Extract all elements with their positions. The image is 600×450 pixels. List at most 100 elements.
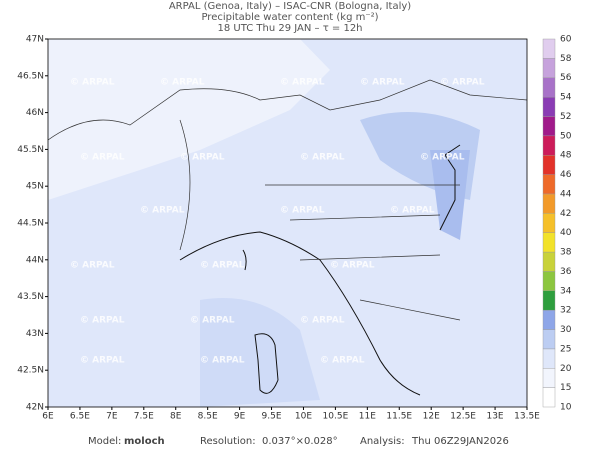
colorbar-segment	[542, 213, 556, 233]
colorbar-segment	[542, 58, 556, 78]
lon-label: 10E	[295, 412, 312, 422]
colorbar-segment	[542, 116, 556, 137]
moist-area	[200, 298, 320, 407]
lat-label: 44N	[26, 255, 44, 265]
colorbar-segment	[542, 271, 556, 291]
watermark: © ARPAL	[190, 316, 235, 326]
colorbar-label: 34	[560, 286, 572, 296]
watermark: © ARPAL	[160, 78, 205, 88]
colorbar-label: 38	[560, 248, 572, 258]
lon-label: 10.5E	[323, 412, 349, 422]
lat-label: 42N	[26, 403, 44, 413]
colorbar-label: 52	[560, 112, 571, 122]
lat-label: 47N	[26, 35, 44, 45]
title-line-3: 18 UTC Thu 29 JAN – τ = 12h	[217, 23, 362, 34]
colorbar-label: 58	[560, 54, 572, 64]
colorbar-label: 46	[560, 170, 572, 180]
watermark: © ARPAL	[80, 316, 125, 326]
lon-label: 7.5E	[134, 412, 154, 422]
footer-model: moloch	[124, 436, 165, 447]
colorbar-segment	[542, 348, 556, 369]
lon-label: 13E	[486, 412, 503, 422]
lon-label: 7E	[106, 412, 118, 422]
lon-label: 8.5E	[198, 412, 218, 422]
watermark: © ARPAL	[80, 356, 125, 366]
watermark: © ARPAL	[300, 316, 345, 326]
lon-label: 9E	[234, 412, 246, 422]
lat-label: 45N	[26, 182, 44, 192]
lon-label: 6.5E	[70, 412, 90, 422]
colorbar-label: 60	[560, 35, 572, 45]
map	[47, 38, 528, 408]
footer-model-label: Model:	[88, 436, 121, 447]
watermark: © ARPAL	[330, 261, 375, 271]
colorbar-label: 56	[560, 73, 572, 83]
lat-label: 45.5N	[17, 145, 44, 155]
colorbar-label: 15	[560, 383, 571, 393]
lat-label: 46N	[26, 108, 44, 118]
watermark: © ARPAL	[360, 78, 405, 88]
colorbar-label: 42	[560, 209, 571, 219]
colorbar-label: 10	[560, 403, 572, 413]
colorbar-segment	[542, 155, 556, 175]
moist-area	[430, 150, 470, 240]
colorbar-label: 54	[560, 93, 572, 103]
watermark: © ARPAL	[180, 153, 225, 163]
watermarks: © ARPAL © ARPAL © ARPAL © ARPAL © ARPAL © ARP…	[70, 78, 485, 366]
lon-label: 8E	[170, 412, 182, 422]
watermark: © ARPAL	[200, 261, 245, 271]
watermark: © ARPAL	[70, 261, 115, 271]
watermark: © ARPAL	[70, 78, 115, 88]
colorbar-segment	[542, 38, 556, 59]
colorbar-label: 36	[560, 267, 572, 277]
colorbar-label: 50	[560, 131, 572, 141]
lat-label: 42.5N	[17, 366, 44, 376]
lon-label: 12E	[423, 412, 440, 422]
lon-label: 6E	[42, 412, 54, 422]
latitude-labels: 42N 42.5N 43N 43.5N 44N 44.5N 45N 45.5N 46N 46.5N…	[17, 35, 48, 413]
coastline	[242, 249, 279, 394]
colorbar-segment	[542, 368, 556, 388]
colorbar-segment	[542, 232, 556, 253]
watermark: © ARPAL	[440, 78, 485, 88]
lat-label: 44.5N	[17, 219, 44, 229]
lon-label: 11.5E	[386, 412, 412, 422]
lon-label: 12.5E	[450, 412, 476, 422]
lat-label: 43.5N	[17, 292, 44, 302]
watermark: © ARPAL	[80, 153, 125, 163]
watermark: © ARPAL	[200, 356, 245, 366]
watermark: © ARPAL	[320, 356, 365, 366]
lon-label: 13.5E	[514, 412, 540, 422]
watermark: © ARPAL	[280, 78, 325, 88]
footer-resolution: 0.037°×0.028°	[262, 436, 338, 447]
lon-label: 9.5E	[262, 412, 282, 422]
colorbar-segment	[542, 387, 556, 408]
title-line-2: Precipitable water content (kg m⁻²)	[201, 12, 378, 23]
colorbar-label: 25	[560, 344, 571, 354]
colorbar-label: 20	[560, 364, 572, 374]
colorbar-segment	[542, 251, 556, 272]
colorbar-segment	[542, 193, 556, 214]
colorbar-segment	[542, 77, 556, 98]
colorbar-label: 30	[560, 325, 572, 335]
colorbar-segment	[542, 174, 556, 195]
colorbar-segment	[542, 290, 556, 311]
lat-label: 46.5N	[17, 71, 44, 81]
watermark: © ARPAL	[390, 206, 435, 216]
admin-border	[47, 79, 528, 321]
colorbar-label: 32	[560, 306, 571, 316]
coastline	[179, 144, 461, 396]
colorbar-label: 48	[560, 151, 572, 161]
title-line-1: ARPAL (Genoa, Italy) – ISAC-CNR (Bologna…	[169, 1, 411, 12]
watermark: © ARPAL	[280, 206, 325, 216]
footer-resolution-label: Resolution:	[200, 436, 256, 447]
colorbar-segment	[542, 135, 556, 156]
watermark: © ARPAL	[420, 153, 465, 163]
colorbar-segment	[542, 329, 556, 350]
colorbar-segment	[542, 309, 556, 330]
watermark: © ARPAL	[140, 206, 185, 216]
lat-label: 43N	[26, 329, 44, 339]
longitude-labels: 6E 6.5E 7E 7.5E 8E 8.5E 9E 9.5E 10E 10.5E 11E 11.5E…	[42, 407, 540, 422]
pale-area	[48, 39, 330, 200]
